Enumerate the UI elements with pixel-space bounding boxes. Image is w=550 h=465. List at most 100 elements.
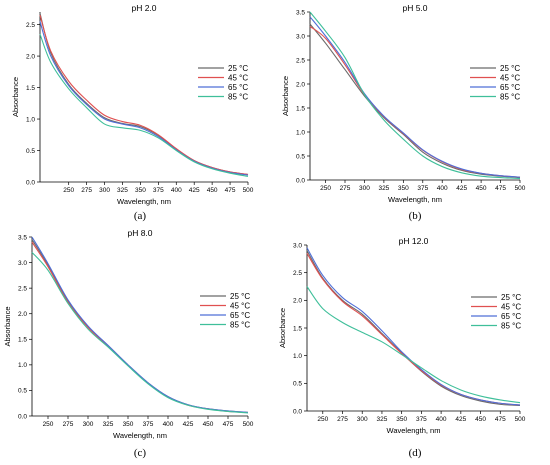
x-tick-label: 275 [337, 416, 348, 423]
y-axis-label: Absorbance [278, 308, 287, 348]
series-line-3 [306, 247, 521, 406]
panel-caption-a: (a) [133, 210, 147, 222]
legend-label: 45 °C [501, 303, 521, 312]
legend: 25 °C45 °C65 °C85 °C [200, 292, 250, 330]
y-tick-label: 0.0 [293, 408, 302, 415]
legend-label: 25 °C [228, 64, 248, 73]
y-tick-label: 3.5 [18, 234, 27, 241]
y-tick-label: 3.0 [296, 33, 305, 40]
x-tick-label: 475 [495, 416, 506, 423]
series-line-4 [306, 286, 521, 404]
x-tick-label: 375 [143, 421, 154, 428]
y-tick-label: 2.0 [293, 298, 302, 305]
x-tick-label: 375 [417, 185, 428, 192]
x-tick-label: 450 [475, 416, 486, 423]
axes: 250 275 300 325 350 375 400 425 450 475 500 0.0 0.5 1… [26, 12, 254, 194]
legend-label: 85 °C [501, 322, 521, 331]
axes: 250 275 300 325 350 375 400 425 450 475 500 0.0 0.5 1… [296, 9, 526, 192]
x-tick-label: 500 [515, 185, 526, 192]
panel-caption-d: (d) [408, 447, 422, 459]
x-tick-label: 300 [83, 421, 94, 428]
y-tick-label: 1.5 [296, 105, 305, 112]
x-tick-label: 400 [163, 421, 174, 428]
legend: 25 °C45 °C65 °C85 °C [198, 64, 248, 102]
series-line-1 [306, 250, 521, 407]
x-tick-label: 325 [377, 416, 388, 423]
series-line-1 [309, 23, 521, 179]
x-tick-label: 475 [225, 187, 236, 194]
x-tick-label: 350 [396, 416, 407, 423]
y-tick-label: 2.0 [296, 81, 305, 88]
chart-title: pH 12.0 [399, 236, 429, 246]
chart-panel-b: pH 5.0 250 275 300 325 350 375 400 425 450 475 500 0… [275, 0, 550, 232]
y-axis-label: Absorbance [3, 306, 12, 346]
x-tick-label: 400 [437, 185, 448, 192]
y-axis-label: Absorbance [281, 76, 290, 116]
y-tick-label: 0.5 [26, 148, 35, 155]
y-tick-label: 0.0 [296, 177, 305, 184]
x-tick-label: 250 [320, 185, 331, 192]
x-tick-label: 425 [189, 187, 200, 194]
y-tick-label: 1.5 [26, 85, 35, 92]
panel-caption-b: (b) [408, 210, 422, 222]
x-tick-label: 475 [223, 421, 234, 428]
y-axis-label: Absorbance [11, 77, 20, 117]
y-tick-label: 2.0 [26, 53, 35, 60]
y-tick-label: 0.5 [18, 388, 27, 395]
x-axis-label: Wavelength, nm [117, 197, 171, 206]
series-line-4 [309, 11, 521, 180]
legend-label: 85 °C [228, 93, 248, 102]
x-tick-label: 275 [340, 185, 351, 192]
chart-panel-c: pH 8.0 250 275 300 325 350 375 400 425 450 475 500 0… [0, 228, 275, 465]
series-line-4 [39, 33, 249, 177]
x-tick-label: 325 [378, 185, 389, 192]
series-line-1 [31, 239, 249, 413]
legend-label: 45 °C [230, 302, 250, 311]
series-line-4 [31, 251, 249, 414]
x-tick-label: 500 [515, 416, 526, 423]
chart-svg-b: pH 5.0 250 275 300 325 350 375 400 425 450 475 500 0… [281, 3, 526, 204]
x-tick-label: 500 [243, 421, 254, 428]
x-tick-label: 450 [203, 421, 214, 428]
legend-label: 45 °C [500, 74, 520, 83]
x-tick-label: 375 [416, 416, 427, 423]
y-tick-label: 2.5 [296, 57, 305, 64]
y-tick-label: 2.5 [18, 285, 27, 292]
x-tick-label: 400 [436, 416, 447, 423]
y-tick-label: 1.5 [18, 337, 27, 344]
panel-caption-c: (c) [133, 447, 147, 459]
chart-svg-a: pH 2.0 250 275 300 325 350 375 400 425 450 475 500 0… [11, 3, 254, 206]
x-tick-label: 350 [123, 421, 134, 428]
y-tick-label: 3.0 [18, 260, 27, 267]
x-tick-label: 250 [317, 416, 328, 423]
y-tick-label: 0.0 [26, 179, 35, 186]
x-tick-label: 300 [99, 187, 110, 194]
series-line-3 [309, 16, 521, 178]
y-tick-label: 1.0 [296, 129, 305, 136]
legend-label: 85 °C [230, 321, 250, 330]
chart-title: pH 2.0 [131, 3, 156, 13]
series-line-2 [39, 14, 249, 175]
y-tick-label: 2.5 [293, 270, 302, 277]
x-tick-label: 300 [357, 416, 368, 423]
legend-label: 45 °C [228, 74, 248, 83]
chart-panel-d: pH 12.0 250 275 300 325 350 375 400 425 450 475 500… [275, 233, 550, 465]
series-line-2 [31, 241, 249, 413]
axes: 250 275 300 325 350 375 400 425 450 475 500 0.0 0.5 1… [18, 234, 254, 428]
x-tick-label: 400 [171, 187, 182, 194]
x-tick-label: 325 [117, 187, 128, 194]
series-line-3 [39, 21, 249, 176]
x-tick-label: 250 [43, 421, 54, 428]
x-tick-label: 350 [398, 185, 409, 192]
y-tick-label: 0.5 [296, 153, 305, 160]
legend-label: 65 °C [228, 83, 248, 92]
y-tick-label: 2.5 [26, 22, 35, 29]
x-tick-label: 350 [135, 187, 146, 194]
x-tick-label: 375 [153, 187, 164, 194]
x-tick-label: 300 [359, 185, 370, 192]
y-tick-label: 1.0 [293, 353, 302, 360]
x-tick-label: 425 [455, 416, 466, 423]
x-tick-label: 425 [183, 421, 194, 428]
legend-label: 65 °C [501, 312, 521, 321]
chart-title: pH 5.0 [402, 3, 427, 13]
